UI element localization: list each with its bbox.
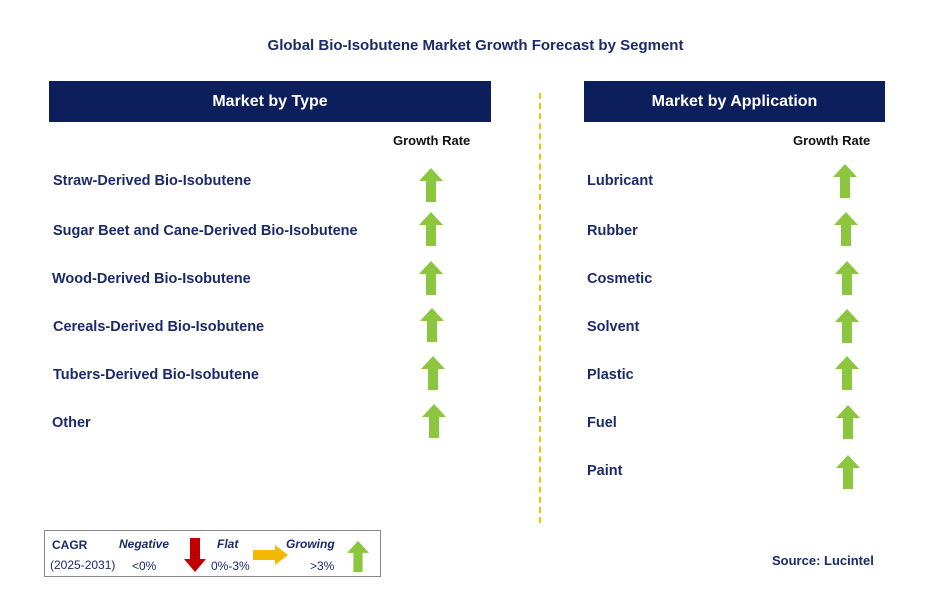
arrow-up-icon <box>836 405 860 439</box>
legend-flat-range: 0%-3% <box>211 559 250 573</box>
source-note: Source: Lucintel <box>772 553 874 568</box>
arrow-up-icon <box>420 308 444 342</box>
application-item-label: Paint <box>587 463 622 479</box>
type-item-label: Sugar Beet and Cane-Derived Bio-Isobuten… <box>53 223 358 239</box>
arrow-up-icon <box>419 261 443 295</box>
arrow-up-icon <box>347 540 369 573</box>
type-growth-rate-label: Growth Rate <box>393 133 470 148</box>
arrow-up-icon <box>836 455 860 489</box>
arrow-up-icon <box>835 261 859 295</box>
arrow-up-icon <box>419 212 443 246</box>
chart-title: Global Bio-Isobutene Market Growth Forec… <box>0 37 951 54</box>
legend-negative-range: <0% <box>132 559 156 573</box>
legend-period: (2025-2031) <box>50 558 115 572</box>
type-item-label: Straw-Derived Bio-Isobutene <box>53 173 251 189</box>
legend-flat-label: Flat <box>217 537 238 551</box>
arrow-up-icon <box>419 168 443 202</box>
type-item-label: Other <box>52 415 91 431</box>
legend-growing-label: Growing <box>286 537 335 551</box>
type-item-label: Cereals-Derived Bio-Isobutene <box>53 319 264 335</box>
arrow-up-icon <box>835 309 859 343</box>
application-item-label: Fuel <box>587 415 617 431</box>
panel-divider <box>539 93 541 523</box>
legend-growing-range: >3% <box>310 559 334 573</box>
arrow-down-icon <box>184 538 206 572</box>
arrow-up-icon <box>833 164 857 198</box>
legend-cagr-label: CAGR <box>52 538 87 552</box>
cagr-legend: CAGR (2025-2031) Negative <0% Flat 0%-3%… <box>44 530 381 577</box>
arrow-right-icon <box>253 545 288 565</box>
application-item-label: Plastic <box>587 367 634 383</box>
application-item-label: Solvent <box>587 319 639 335</box>
legend-negative-label: Negative <box>119 537 169 551</box>
application-item-label: Cosmetic <box>587 271 652 287</box>
arrow-up-icon <box>421 356 445 390</box>
type-panel-header: Market by Type <box>49 81 491 122</box>
application-item-label: Rubber <box>587 223 638 239</box>
arrow-up-icon <box>834 212 858 246</box>
application-growth-rate-label: Growth Rate <box>793 133 870 148</box>
arrow-up-icon <box>422 404 446 438</box>
application-item-label: Lubricant <box>587 173 653 189</box>
arrow-up-icon <box>835 356 859 390</box>
type-item-label: Wood-Derived Bio-Isobutene <box>52 271 251 287</box>
type-item-label: Tubers-Derived Bio-Isobutene <box>53 367 259 383</box>
application-panel-header: Market by Application <box>584 81 885 122</box>
